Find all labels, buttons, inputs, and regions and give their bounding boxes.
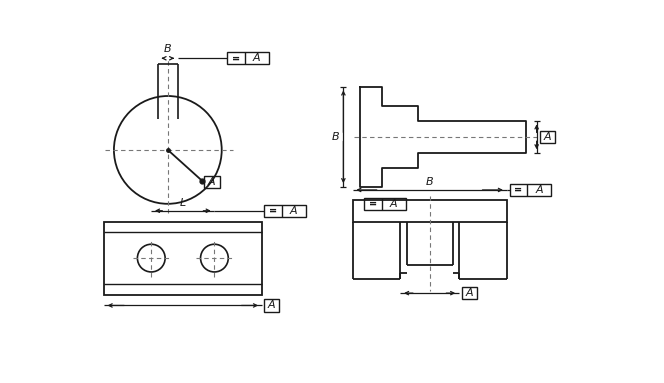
Text: A: A <box>290 206 297 216</box>
Bar <box>540 131 555 143</box>
Text: =: = <box>232 53 240 63</box>
Bar <box>264 299 280 312</box>
Text: A: A <box>466 288 473 298</box>
Text: A: A <box>544 132 551 142</box>
Bar <box>264 205 305 217</box>
Text: A: A <box>535 185 543 195</box>
Bar <box>364 198 406 210</box>
Bar <box>353 200 507 221</box>
Bar <box>204 176 220 188</box>
Text: B: B <box>332 132 339 142</box>
Bar <box>104 221 262 295</box>
Text: L: L <box>180 198 186 208</box>
Text: =: = <box>515 185 523 195</box>
Text: A: A <box>390 199 398 209</box>
Bar <box>510 184 551 196</box>
Text: B: B <box>426 177 434 187</box>
Bar <box>227 52 269 64</box>
Text: =: = <box>369 199 377 209</box>
Bar <box>462 287 477 299</box>
Text: =: = <box>269 206 277 216</box>
Text: A: A <box>253 53 260 63</box>
Text: B: B <box>164 44 171 54</box>
Text: A: A <box>268 300 276 311</box>
Text: A: A <box>208 177 216 187</box>
